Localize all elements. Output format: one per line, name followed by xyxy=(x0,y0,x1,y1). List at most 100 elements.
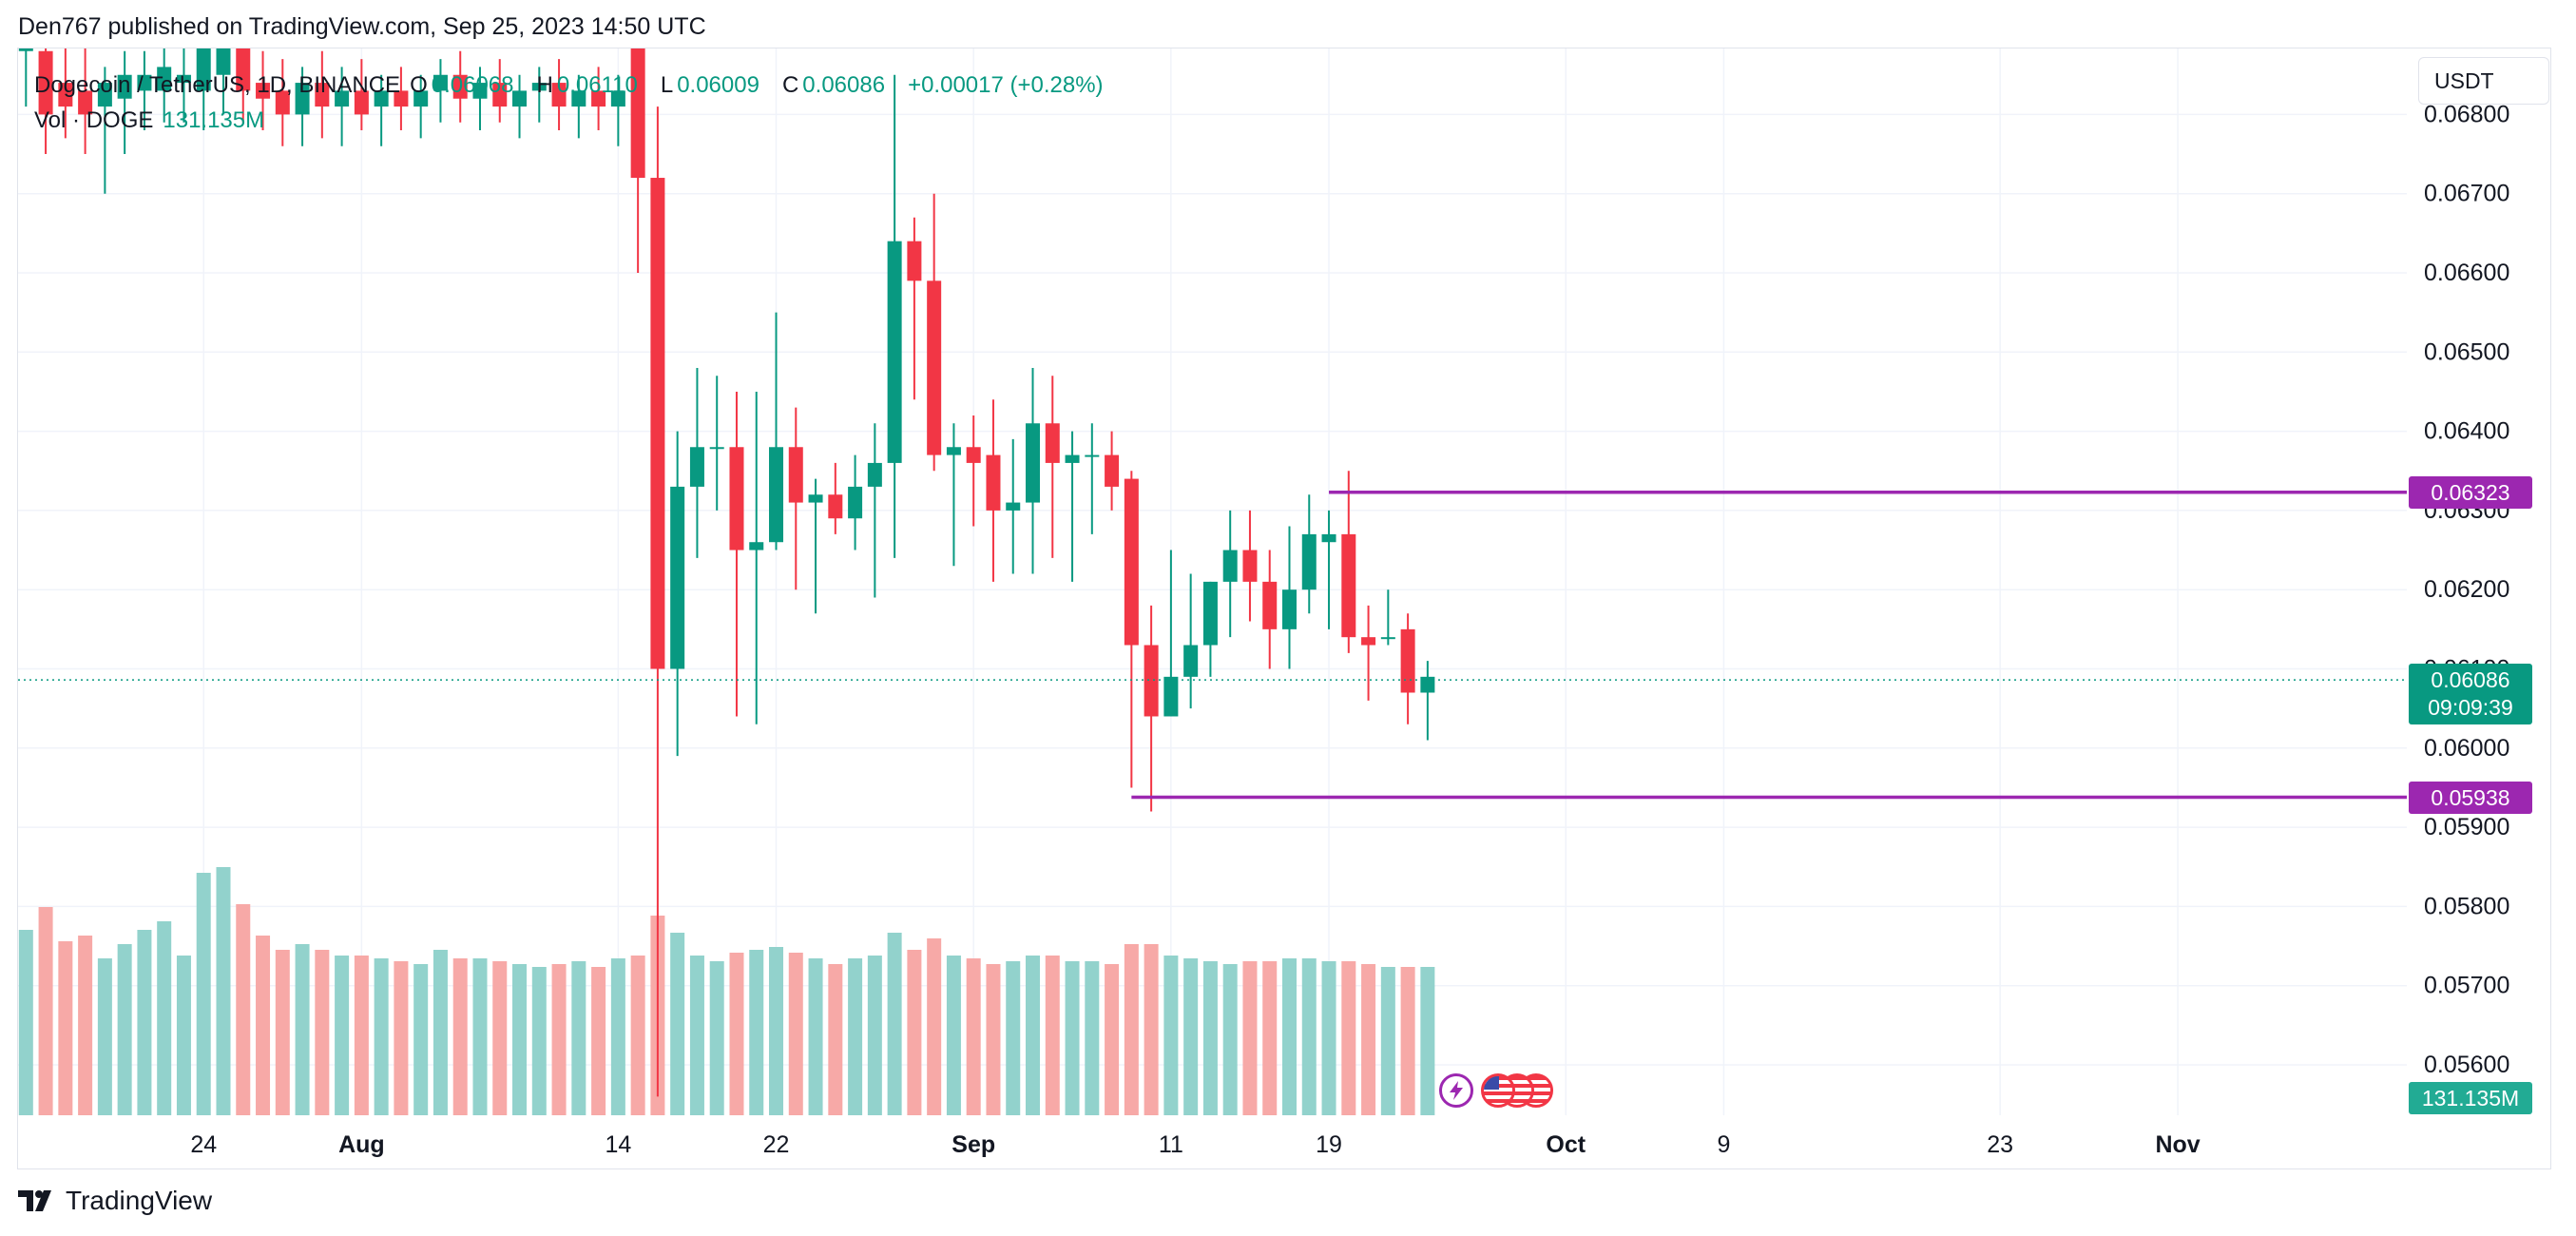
candle-body xyxy=(927,280,942,455)
candle xyxy=(1124,471,1139,788)
candle-body xyxy=(137,74,152,91)
candle xyxy=(1262,550,1278,669)
open-label: O xyxy=(410,71,428,98)
candle xyxy=(1380,589,1395,646)
candle xyxy=(275,59,290,146)
candle-body xyxy=(413,90,429,107)
volume-bar xyxy=(591,967,606,1115)
candle-body xyxy=(216,48,231,75)
volume-bar xyxy=(394,961,409,1115)
candle xyxy=(58,48,73,139)
volume-bar xyxy=(1301,958,1317,1115)
candle xyxy=(927,193,942,472)
candle-body xyxy=(670,486,685,669)
volume-bar xyxy=(117,944,132,1115)
time-tick-label: 22 xyxy=(763,1131,790,1158)
volume-bar xyxy=(315,950,330,1115)
candle-body xyxy=(1321,533,1336,543)
volume-bar xyxy=(1085,961,1100,1115)
candle-body xyxy=(1222,550,1238,582)
resistance-price-tag: 0.06323 xyxy=(2409,476,2532,509)
candle-body xyxy=(275,90,290,115)
candle xyxy=(1183,573,1199,709)
volume-bar xyxy=(887,933,902,1115)
candle xyxy=(1163,550,1179,717)
candle-body xyxy=(571,90,586,107)
candle-body xyxy=(374,90,389,107)
candle-body xyxy=(848,486,863,519)
volume-bar xyxy=(551,964,567,1115)
currency-button[interactable]: USDT xyxy=(2418,57,2549,105)
high-value: 0.06110 xyxy=(556,71,638,98)
candle xyxy=(1006,438,1021,574)
candle xyxy=(176,48,191,123)
candle xyxy=(571,74,586,139)
candle-body xyxy=(157,67,172,91)
candle xyxy=(374,74,389,146)
volume-bar xyxy=(374,958,389,1115)
candle xyxy=(394,67,409,131)
candle-body xyxy=(1202,581,1218,646)
volume-bar xyxy=(788,953,803,1115)
time-tick-label: Aug xyxy=(338,1131,385,1158)
volume-bar xyxy=(1281,958,1297,1115)
candle xyxy=(591,67,606,131)
candle xyxy=(867,423,882,598)
candle xyxy=(1420,661,1435,741)
volume-bar xyxy=(18,930,33,1115)
price-tick-label: 0.06600 xyxy=(2424,260,2509,286)
volume-bar xyxy=(176,956,191,1115)
candle xyxy=(236,48,251,123)
volume-bar xyxy=(670,933,685,1115)
volume-bar xyxy=(848,958,863,1115)
close-label: C xyxy=(781,71,799,98)
candle xyxy=(1144,605,1159,812)
candle xyxy=(1341,471,1356,653)
candle-body xyxy=(1105,454,1120,487)
volume-bar xyxy=(354,956,369,1115)
volume-bar xyxy=(769,947,784,1115)
us-flag-event-icon[interactable] xyxy=(1481,1073,1515,1108)
candle xyxy=(18,48,33,107)
candle-body xyxy=(828,494,843,519)
volume-bar xyxy=(729,953,744,1115)
symbol-name[interactable]: Dogecoin / TetherUS, 1D, BINANCE xyxy=(34,71,401,98)
volume-label[interactable]: Vol · DOGE xyxy=(34,106,154,133)
volume-bar xyxy=(452,958,468,1115)
candle xyxy=(512,74,528,139)
volume-bar xyxy=(137,930,152,1115)
chart-frame xyxy=(17,48,2551,1169)
candle-body xyxy=(689,447,704,487)
volume-bar xyxy=(512,964,528,1115)
current-price-tag: 0.06086 09:09:39 xyxy=(2409,664,2532,724)
candle-body xyxy=(907,241,922,281)
volume-bars xyxy=(18,867,1435,1115)
candle-body xyxy=(729,447,744,550)
candle xyxy=(1085,423,1100,534)
candle xyxy=(1361,605,1376,701)
candle xyxy=(689,367,704,558)
candle xyxy=(788,407,803,590)
current-price-value: 0.06086 xyxy=(2431,667,2510,692)
publish-info: Den767 published on TradingView.com, Sep… xyxy=(18,13,706,40)
candle-body xyxy=(769,447,784,543)
volume-bar xyxy=(78,936,93,1115)
tradingview-brand[interactable]: TradingView xyxy=(66,1186,213,1215)
volume-bar xyxy=(630,956,645,1115)
candle xyxy=(887,74,902,558)
volume-value: 131.135M xyxy=(163,106,265,133)
candle xyxy=(946,423,961,567)
time-tick-label: 24 xyxy=(190,1131,217,1158)
candle xyxy=(1065,431,1080,582)
candle xyxy=(117,50,132,155)
candle-body xyxy=(749,542,764,550)
horizontal-levels xyxy=(18,490,2407,800)
candle-body xyxy=(1301,533,1317,590)
candle-body xyxy=(1400,628,1415,693)
candle-body xyxy=(1380,637,1395,640)
lightning-event-icon[interactable] xyxy=(1439,1073,1473,1108)
candle-body xyxy=(1341,533,1356,638)
candle-body xyxy=(78,90,93,115)
candle xyxy=(1321,510,1336,629)
